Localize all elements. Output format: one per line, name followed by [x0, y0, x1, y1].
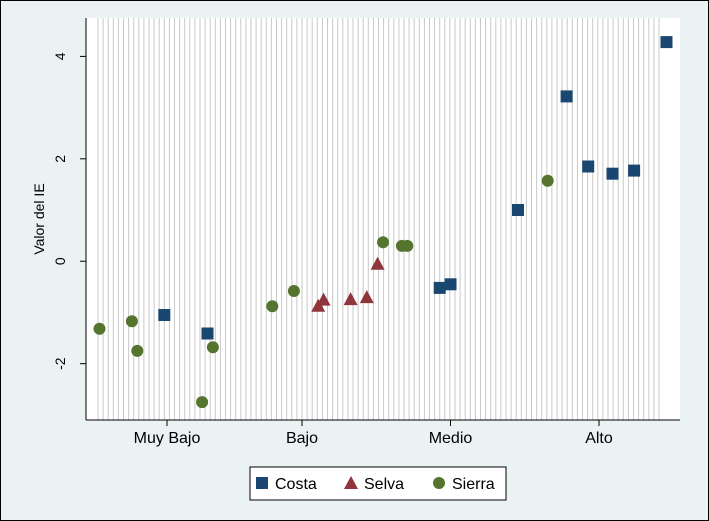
- point-costa: [560, 90, 573, 103]
- point-costa: [201, 327, 214, 340]
- point-costa: [606, 167, 619, 180]
- legend-label-sierra: Sierra: [452, 476, 495, 493]
- x-axis-ticks: Muy Bajo Bajo Medio Alto: [134, 420, 613, 447]
- point-selva: [316, 292, 331, 306]
- point-costa: [158, 309, 171, 321]
- point-sierra: [131, 344, 144, 357]
- point-selva: [359, 290, 374, 304]
- x-tick-label: Bajo: [286, 430, 318, 447]
- point-sierra: [541, 174, 554, 187]
- legend-box: [249, 466, 507, 501]
- y-tick-label: 2: [52, 155, 68, 163]
- x-tick-label: Alto: [585, 430, 613, 447]
- x-tick-label: Medio: [429, 430, 473, 447]
- point-sierra: [266, 300, 279, 313]
- point-sierra: [196, 396, 209, 409]
- legend-label-costa: Costa: [275, 476, 317, 493]
- point-costa: [444, 278, 457, 291]
- point-sierra: [377, 236, 389, 249]
- point-costa: [628, 164, 641, 177]
- legend-marker-costa: [256, 477, 268, 489]
- data-points: [93, 36, 673, 409]
- point-costa: [660, 36, 673, 49]
- point-sierra: [206, 341, 219, 354]
- legend-marker-sierra: [433, 477, 445, 489]
- x-tick-label: Muy Bajo: [134, 430, 201, 447]
- point-sierra: [401, 239, 414, 252]
- point-costa: [582, 160, 595, 173]
- point-sierra: [125, 315, 138, 328]
- vertical-grid: [97, 18, 660, 420]
- point-sierra: [287, 285, 300, 297]
- legend-label-selva: Selva: [364, 476, 404, 493]
- y-tick-label: -2: [52, 357, 68, 370]
- plot-area: [86, 18, 680, 420]
- legend-marker-selva: [344, 476, 358, 489]
- y-axis-title: Valor del IE: [31, 183, 47, 254]
- point-costa: [512, 204, 524, 216]
- legend: Costa Selva Sierra: [249, 466, 507, 501]
- point-selva: [343, 292, 358, 306]
- y-tick-label: 4: [52, 52, 68, 60]
- point-selva: [370, 256, 385, 270]
- y-tick-label: 0: [52, 257, 68, 265]
- point-costa: [433, 281, 446, 294]
- y-axis-ticks: -2 0 2 4: [52, 52, 86, 370]
- point-sierra: [93, 322, 106, 335]
